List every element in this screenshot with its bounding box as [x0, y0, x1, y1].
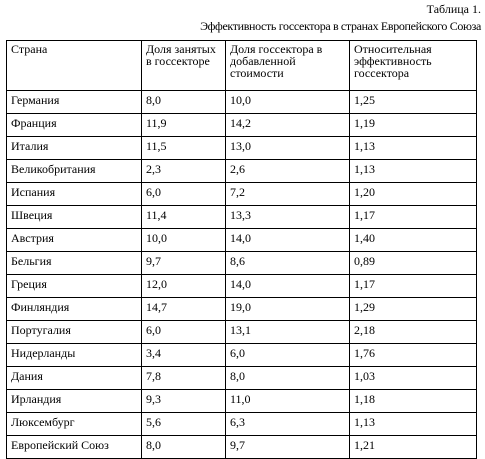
cell-country: Великобритания [6, 159, 142, 183]
cell-value-added-share: 2,6 [225, 159, 350, 183]
cell-value-added-share: 9,7 [225, 435, 350, 459]
table-row: Австрия 10,0 14,0 1,40 [6, 228, 477, 252]
cell-relative-efficiency: 2,18 [349, 320, 477, 344]
cell-value-added-share: 14,2 [225, 113, 350, 137]
cell-country: Люксембург [6, 412, 142, 436]
cell-relative-efficiency: 1,13 [349, 136, 477, 160]
cell-employment-share: 8,0 [141, 435, 226, 459]
table-row: Великобритания 2,3 2,6 1,13 [6, 159, 477, 183]
table-row: Дания 7,8 8,0 1,03 [6, 366, 477, 390]
table-row: Ирландия 9,3 11,0 1,18 [6, 389, 477, 413]
cell-employment-share: 11,5 [141, 136, 226, 160]
cell-country: Германия [6, 90, 142, 114]
cell-relative-efficiency: 1,17 [349, 274, 477, 298]
cell-value-added-share: 8,6 [225, 251, 350, 275]
table-row: Португалия 6,0 13,1 2,18 [6, 320, 477, 344]
table-header: Страна Доля занятых в госсекторе Доля го… [6, 40, 477, 91]
cell-relative-efficiency: 1,76 [349, 343, 477, 367]
cell-relative-efficiency: 1,29 [349, 297, 477, 321]
cell-relative-efficiency: 1,13 [349, 412, 477, 436]
cell-relative-efficiency: 1,20 [349, 182, 477, 206]
table-row: Финляндия 14,7 19,0 1,29 [6, 297, 477, 321]
cell-relative-efficiency: 0,89 [349, 251, 477, 275]
table-row: Люксембург 5,6 6,3 1,13 [6, 412, 477, 436]
cell-country: Ирландия [6, 389, 142, 413]
cell-employment-share: 8,0 [141, 90, 226, 114]
header-employment-share: Доля занятых в госсекторе [141, 40, 226, 91]
cell-relative-efficiency: 1,18 [349, 389, 477, 413]
cell-country: Европейский Союз [6, 435, 142, 459]
table-body: Германия 8,0 10,0 1,25 Франция 11,9 14,2 1,19 Ит… [6, 90, 477, 459]
cell-value-added-share: 19,0 [225, 297, 350, 321]
cell-value-added-share: 13,3 [225, 205, 350, 229]
cell-relative-efficiency: 1,13 [349, 159, 477, 183]
table-row: Германия 8,0 10,0 1,25 [6, 90, 477, 114]
cell-employment-share: 11,9 [141, 113, 226, 137]
cell-country: Франция [6, 113, 142, 137]
cell-value-added-share: 14,0 [225, 274, 350, 298]
table-row: Франция 11,9 14,2 1,19 [6, 113, 477, 137]
cell-value-added-share: 8,0 [225, 366, 350, 390]
header-relative-efficiency: Относительная эффективность госсектора [349, 40, 477, 91]
cell-employment-share: 10,0 [141, 228, 226, 252]
cell-value-added-share: 6,0 [225, 343, 350, 367]
cell-employment-share: 12,0 [141, 274, 226, 298]
table-number-caption: Таблица 1. [426, 2, 481, 16]
table-row: Испания 6,0 7,2 1,20 [6, 182, 477, 206]
cell-relative-efficiency: 1,40 [349, 228, 477, 252]
cell-country: Италия [6, 136, 142, 160]
header-row: Страна Доля занятых в госсекторе Доля го… [6, 40, 477, 91]
table-row: Италия 11,5 13,0 1,13 [6, 136, 477, 160]
cell-value-added-share: 7,2 [225, 182, 350, 206]
cell-country: Греция [6, 274, 142, 298]
cell-relative-efficiency: 1,17 [349, 205, 477, 229]
header-value-added-share: Доля госсектора в добавленной стоимости [225, 40, 350, 91]
table-row: Нидерланды 3,4 6,0 1,76 [6, 343, 477, 367]
cell-employment-share: 14,7 [141, 297, 226, 321]
cell-value-added-share: 13,1 [225, 320, 350, 344]
cell-employment-share: 9,7 [141, 251, 226, 275]
cell-relative-efficiency: 1,25 [349, 90, 477, 114]
cell-country: Финляндия [6, 297, 142, 321]
table-row: Европейский Союз 8,0 9,7 1,21 [6, 435, 477, 459]
cell-employment-share: 5,6 [141, 412, 226, 436]
efficiency-table: Страна Доля занятых в госсекторе Доля го… [6, 40, 477, 459]
cell-country: Португалия [6, 320, 142, 344]
cell-value-added-share: 10,0 [225, 90, 350, 114]
cell-employment-share: 7,8 [141, 366, 226, 390]
table-title: Эффективность госсектора в странах Европ… [200, 19, 481, 33]
cell-employment-share: 11,4 [141, 205, 226, 229]
cell-country: Швеция [6, 205, 142, 229]
cell-country: Нидерланды [6, 343, 142, 367]
cell-employment-share: 6,0 [141, 182, 226, 206]
cell-value-added-share: 11,0 [225, 389, 350, 413]
cell-country: Дания [6, 366, 142, 390]
table-row: Греция 12,0 14,0 1,17 [6, 274, 477, 298]
cell-employment-share: 2,3 [141, 159, 226, 183]
cell-value-added-share: 14,0 [225, 228, 350, 252]
cell-employment-share: 9,3 [141, 389, 226, 413]
cell-value-added-share: 13,0 [225, 136, 350, 160]
cell-employment-share: 3,4 [141, 343, 226, 367]
table-row: Бельгия 9,7 8,6 0,89 [6, 251, 477, 275]
cell-relative-efficiency: 1,19 [349, 113, 477, 137]
cell-employment-share: 6,0 [141, 320, 226, 344]
table-row: Швеция 11,4 13,3 1,17 [6, 205, 477, 229]
cell-relative-efficiency: 1,03 [349, 366, 477, 390]
cell-country: Испания [6, 182, 142, 206]
cell-country: Бельгия [6, 251, 142, 275]
header-country: Страна [6, 40, 142, 91]
cell-country: Австрия [6, 228, 142, 252]
cell-value-added-share: 6,3 [225, 412, 350, 436]
cell-relative-efficiency: 1,21 [349, 435, 477, 459]
